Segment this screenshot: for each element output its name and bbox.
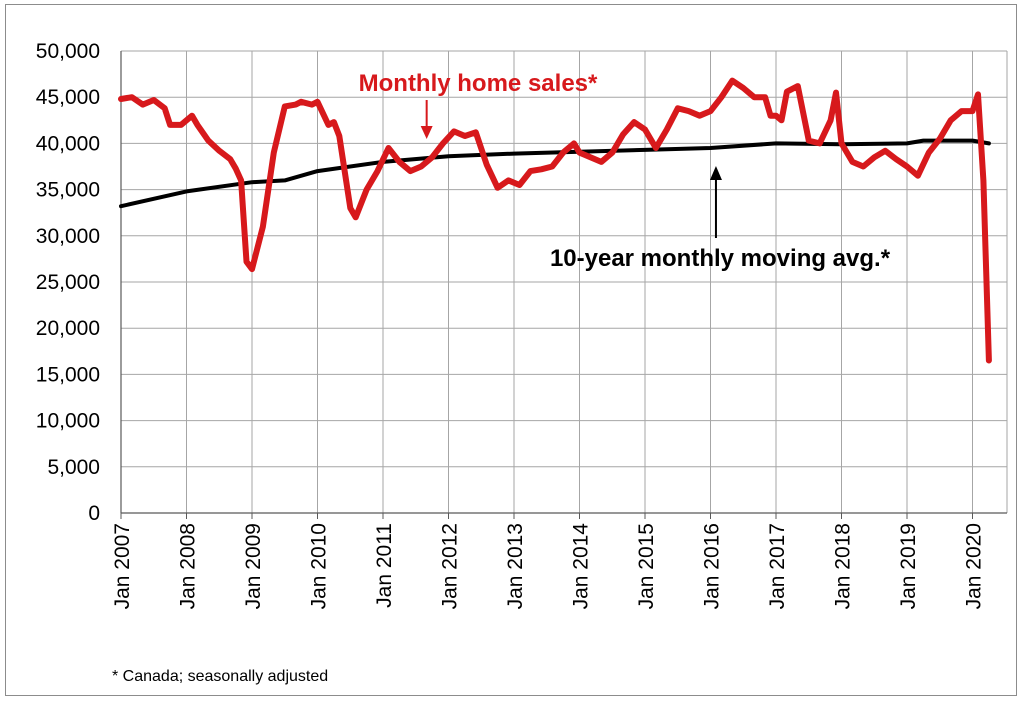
x-tick-label: Jan 2019 (897, 523, 920, 609)
y-tick-label: 10,000 (36, 410, 100, 433)
annotations: Monthly home sales* 10-year monthly movin… (359, 70, 891, 272)
axes (120, 51, 1007, 519)
y-tick-label: 15,000 (36, 363, 100, 386)
y-tick-label: 40,000 (36, 132, 100, 155)
x-tick-label: Jan 2011 (373, 523, 396, 608)
annotation-home-sales-label: Monthly home sales* (359, 70, 598, 97)
y-tick-label: 0 (88, 502, 100, 525)
x-tick-label: Jan 2008 (177, 523, 200, 609)
y-tick-label: 50,000 (36, 40, 100, 63)
annotation-home-sales-arrowhead (420, 126, 433, 139)
chart-frame (5, 4, 1017, 696)
x-tick-label: Jan 2012 (439, 523, 462, 609)
annotation-moving-avg-label: 10-year monthly moving avg.* (550, 245, 891, 272)
x-tick-label: Jan 2007 (111, 523, 134, 609)
x-tick-label: Jan 2009 (242, 523, 265, 609)
y-tick-label: 20,000 (36, 317, 100, 340)
x-tick-label: Jan 2016 (701, 523, 724, 609)
x-axis-tick-labels: Jan 2007 Jan 2008 Jan 2009 Jan 2010 Jan 2011… (111, 523, 986, 610)
series-layer (118, 77, 992, 364)
y-tick-label: 30,000 (36, 225, 100, 248)
gridlines (120, 50, 1008, 513)
x-tick-label: Jan 2017 (766, 523, 789, 609)
x-tick-label: Jan 2015 (635, 523, 658, 609)
y-axis-tick-labels: 0 5,000 10,000 15,000 20,000 25,000 30,000 35,0… (36, 40, 100, 525)
y-tick-label: 45,000 (36, 86, 100, 109)
x-tick-label: Jan 2018 (832, 523, 855, 609)
footnote: * Canada; seasonally adjusted (112, 668, 328, 685)
x-tick-label: Jan 2020 (963, 523, 986, 609)
y-tick-label: 5,000 (47, 456, 100, 479)
y-tick-label: 25,000 (36, 271, 100, 294)
series-moving-average (119, 138, 991, 209)
series-monthly-home-sales (118, 77, 992, 364)
x-tick-label: Jan 2013 (504, 523, 527, 609)
x-tick-label: Jan 2014 (570, 523, 593, 610)
x-tick-label: Jan 2010 (308, 523, 331, 609)
annotation-moving-avg-arrowhead (709, 166, 722, 180)
y-tick-label: 35,000 (36, 179, 100, 202)
